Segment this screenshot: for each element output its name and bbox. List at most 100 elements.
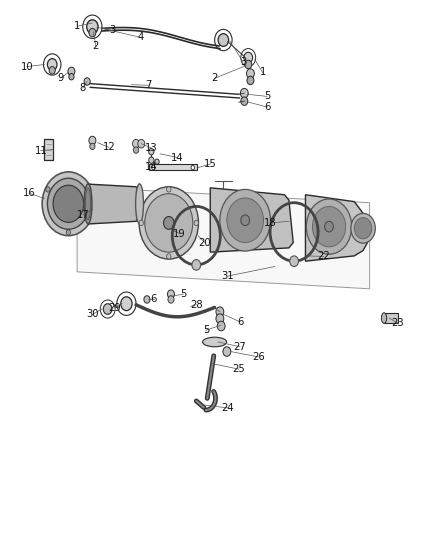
Circle shape (306, 199, 352, 254)
Circle shape (290, 256, 298, 266)
Text: 29: 29 (109, 303, 121, 313)
Circle shape (220, 189, 271, 251)
Text: 3: 3 (109, 26, 115, 36)
Text: 25: 25 (232, 364, 245, 374)
Circle shape (66, 230, 71, 235)
Text: 22: 22 (318, 252, 330, 261)
Circle shape (89, 136, 96, 145)
Circle shape (149, 157, 154, 164)
Text: 6: 6 (150, 294, 157, 304)
Circle shape (245, 60, 252, 69)
Ellipse shape (136, 184, 144, 224)
Circle shape (68, 67, 75, 76)
Circle shape (53, 185, 84, 222)
Circle shape (47, 59, 57, 70)
Circle shape (69, 74, 74, 80)
Circle shape (168, 296, 174, 303)
Circle shape (84, 78, 90, 85)
Text: 26: 26 (252, 352, 265, 362)
Ellipse shape (84, 184, 92, 224)
Circle shape (241, 97, 248, 106)
Circle shape (46, 187, 50, 192)
Text: 15: 15 (204, 159, 217, 169)
Text: 11: 11 (35, 146, 47, 156)
Text: 28: 28 (190, 300, 203, 310)
Circle shape (152, 165, 155, 169)
Polygon shape (88, 184, 140, 224)
Circle shape (241, 215, 250, 225)
Text: 6: 6 (264, 102, 270, 112)
Circle shape (227, 198, 264, 243)
Text: 1: 1 (259, 68, 266, 77)
Polygon shape (210, 188, 293, 252)
Circle shape (247, 76, 254, 85)
Circle shape (244, 52, 253, 63)
Circle shape (351, 213, 375, 243)
Text: 8: 8 (80, 83, 86, 93)
Text: 5: 5 (180, 289, 187, 299)
Text: 10: 10 (21, 62, 33, 71)
Polygon shape (305, 195, 367, 261)
Circle shape (134, 147, 139, 154)
Circle shape (194, 220, 198, 225)
Bar (44, 139, 53, 160)
Circle shape (133, 140, 140, 148)
Text: 27: 27 (233, 342, 246, 352)
Circle shape (138, 140, 145, 148)
Text: 2: 2 (212, 74, 218, 83)
Text: 14: 14 (171, 152, 184, 163)
Text: 13: 13 (145, 143, 158, 153)
Circle shape (218, 34, 229, 46)
Bar (384, 313, 398, 324)
Text: 24: 24 (222, 403, 234, 413)
Circle shape (163, 216, 174, 229)
Text: 20: 20 (199, 238, 212, 247)
Text: 14: 14 (145, 162, 158, 172)
Circle shape (240, 88, 248, 98)
Ellipse shape (85, 188, 91, 220)
Polygon shape (149, 165, 197, 170)
Circle shape (87, 187, 91, 192)
Circle shape (144, 296, 150, 303)
Circle shape (139, 187, 198, 259)
Circle shape (325, 221, 333, 232)
Circle shape (216, 314, 224, 324)
Text: 31: 31 (222, 271, 234, 281)
Circle shape (121, 297, 132, 311)
Circle shape (89, 28, 96, 37)
Text: 1: 1 (74, 21, 80, 31)
Text: 23: 23 (392, 318, 404, 328)
Text: 16: 16 (23, 188, 35, 198)
Circle shape (247, 69, 254, 78)
Text: 7: 7 (145, 80, 152, 90)
Circle shape (47, 178, 89, 229)
Circle shape (103, 304, 112, 314)
Circle shape (155, 159, 159, 165)
Text: 4: 4 (137, 33, 144, 43)
Circle shape (166, 254, 171, 259)
Circle shape (216, 307, 224, 317)
Text: 5: 5 (203, 325, 209, 335)
Text: 2: 2 (93, 41, 99, 51)
Circle shape (90, 143, 95, 150)
Text: 3: 3 (240, 57, 246, 67)
Circle shape (139, 220, 144, 225)
Ellipse shape (381, 313, 387, 324)
Circle shape (42, 172, 95, 236)
Circle shape (149, 149, 154, 155)
Polygon shape (77, 187, 370, 289)
Circle shape (87, 20, 98, 34)
Text: 12: 12 (102, 142, 115, 152)
Circle shape (166, 187, 171, 192)
Text: 5: 5 (264, 91, 270, 101)
Text: 18: 18 (264, 218, 277, 228)
Circle shape (49, 67, 55, 74)
Circle shape (191, 165, 194, 169)
Text: 6: 6 (237, 317, 243, 327)
Text: 17: 17 (76, 210, 89, 220)
Ellipse shape (203, 337, 226, 347)
Circle shape (312, 206, 346, 247)
Circle shape (223, 347, 231, 357)
Circle shape (354, 217, 372, 239)
Circle shape (145, 193, 193, 252)
